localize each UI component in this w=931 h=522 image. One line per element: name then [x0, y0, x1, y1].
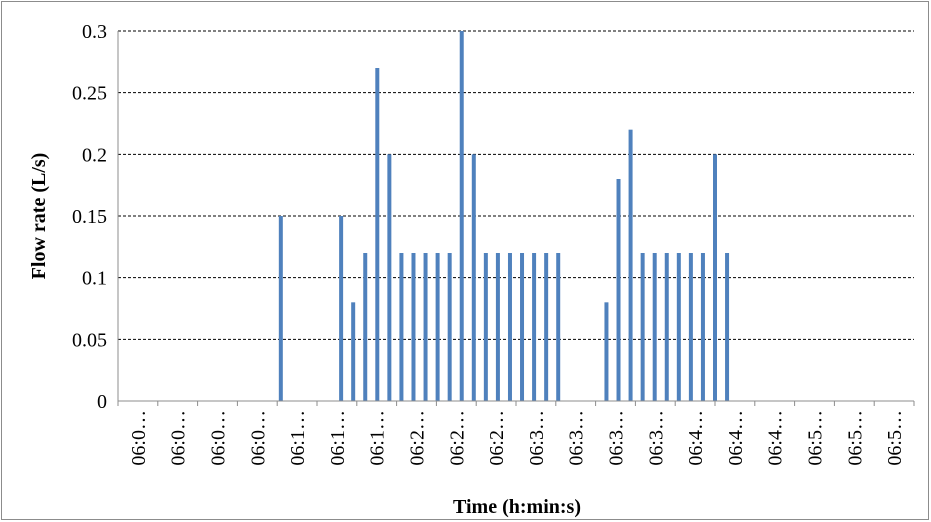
x-tick-label: 06:0… — [247, 410, 269, 466]
grid-layer — [118, 30, 914, 340]
x-tick-label: 06:2… — [446, 410, 468, 466]
flow-bar — [556, 253, 561, 401]
flow-bar — [725, 253, 730, 401]
flow-bar — [688, 253, 693, 401]
x-tick-label: 06:1… — [367, 410, 389, 466]
flow-bar — [411, 253, 416, 401]
flow-bar — [435, 253, 440, 401]
x-tick-label: 06:4… — [765, 410, 787, 466]
x-tick-label: 06:3… — [566, 410, 588, 466]
x-tick-label: 06:5… — [884, 410, 906, 466]
flow-bar — [423, 253, 428, 401]
flow-bar — [483, 253, 488, 401]
flow-bar — [676, 253, 681, 401]
bar-layer — [278, 31, 730, 402]
flow-bar — [459, 31, 464, 401]
x-tick-label: 06:0… — [168, 410, 190, 466]
y-tick-label: 0.05 — [72, 329, 107, 351]
x-axis-title: Time (h:min:s) — [453, 496, 581, 518]
x-tick-label: 06:4… — [685, 410, 707, 466]
y-tick-label: 0.1 — [82, 268, 107, 290]
flow-bar — [399, 253, 404, 401]
flow-bar — [375, 68, 380, 401]
y-tick-label: 0 — [97, 391, 107, 413]
y-tick-label: 0.2 — [82, 144, 107, 166]
y-tick-label: 0.25 — [72, 83, 107, 105]
y-axis-title: Flow rate (L/s) — [28, 153, 50, 280]
axis-layer: 0 0.05 0.1 0.15 0.2 0.25 0.3 06:0… 06:0… 06:0… 06:… — [72, 21, 915, 466]
x-tick-label: 06:3… — [645, 410, 667, 466]
flow-bar — [471, 154, 476, 401]
flow-bar — [652, 253, 657, 401]
flow-bar — [351, 302, 356, 401]
x-tick-label: 06:0… — [208, 410, 230, 466]
flow-bar — [339, 216, 344, 401]
y-tick-label: 0.3 — [82, 21, 107, 43]
flow-bar — [628, 129, 633, 402]
flow-bar — [387, 154, 392, 401]
x-tick-label: 06:2… — [407, 410, 429, 466]
flow-bar — [604, 302, 609, 401]
flow-bar — [520, 253, 525, 401]
x-tick-label: 06:5… — [844, 410, 866, 466]
flow-bar — [278, 216, 283, 401]
flow-bar — [713, 154, 717, 401]
flow-bar — [532, 253, 537, 401]
flow-bar — [640, 253, 645, 401]
flow-bar — [507, 253, 512, 401]
flow-bar — [544, 253, 549, 401]
flow-bar — [616, 179, 621, 401]
flow-bar — [447, 253, 452, 401]
flow-bar — [700, 253, 705, 401]
flow-bar — [363, 253, 368, 401]
x-tick-label: 06:5… — [805, 410, 827, 466]
x-tick-label: 06:4… — [725, 410, 747, 466]
x-tick-label: 06:3… — [606, 410, 628, 466]
x-tick-label: 06:2… — [486, 410, 508, 466]
x-tick-label: 06:1… — [327, 410, 349, 466]
x-tick-label: 06:3… — [526, 410, 548, 466]
flow-bar — [664, 253, 669, 401]
x-tick-label: 06:1… — [287, 410, 309, 466]
x-tick-label: 06:0… — [128, 410, 150, 466]
y-tick-label: 0.15 — [72, 206, 107, 228]
flow-bar — [495, 253, 500, 401]
